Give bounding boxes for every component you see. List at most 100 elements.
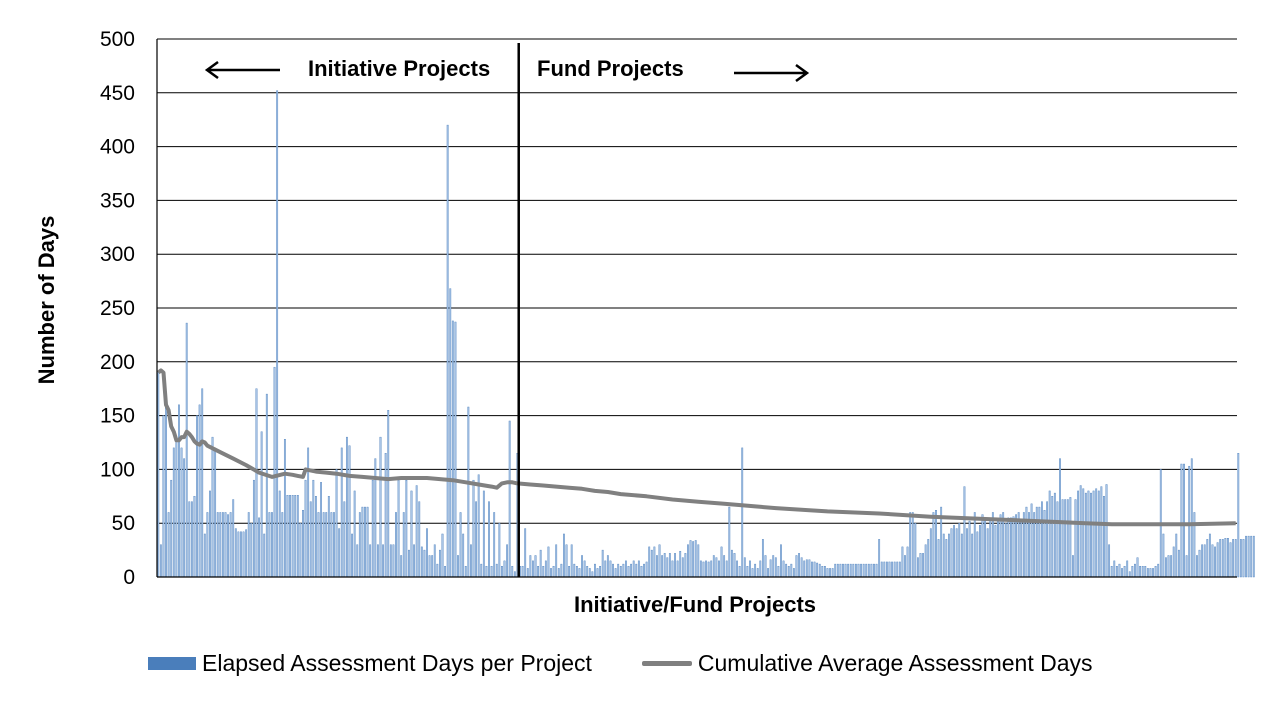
bar (767, 568, 769, 578)
bar (795, 555, 798, 578)
bar (495, 563, 498, 578)
bar (382, 544, 384, 578)
bar (1110, 566, 1113, 578)
bar (1134, 563, 1136, 578)
bar (501, 566, 503, 578)
bar (1056, 501, 1059, 578)
gridlines (157, 38, 1237, 524)
bar (929, 528, 932, 578)
bar (854, 563, 857, 578)
bar (831, 568, 834, 578)
bar (537, 566, 540, 578)
bar (1053, 492, 1056, 578)
bar (493, 512, 496, 578)
bar (402, 512, 405, 578)
bar (1074, 499, 1077, 578)
bar (746, 566, 749, 578)
bar (712, 555, 715, 578)
bar (322, 512, 325, 578)
bar (420, 546, 423, 578)
bar (656, 555, 658, 578)
bar (883, 561, 886, 578)
bar (707, 561, 710, 578)
bar (353, 490, 356, 578)
bar (506, 544, 509, 578)
bar (916, 557, 919, 578)
bar (457, 555, 459, 578)
bar (637, 560, 640, 578)
bar (338, 528, 341, 578)
bar (981, 514, 984, 578)
bar (397, 479, 400, 578)
y-tick-label: 300 (100, 243, 135, 266)
bar (232, 499, 235, 578)
bar (172, 447, 175, 578)
bar (348, 445, 351, 578)
bar (1211, 544, 1214, 578)
bar (823, 566, 826, 578)
annotations: Initiative Projects Fund Projects (204, 56, 810, 83)
bar (1072, 555, 1074, 578)
bar (898, 561, 901, 578)
bar (1183, 463, 1185, 578)
bar (1084, 492, 1087, 578)
bar (780, 544, 782, 578)
bar (594, 563, 596, 578)
bar (705, 560, 707, 578)
bar (723, 555, 726, 578)
bar (392, 544, 395, 578)
bar (250, 523, 253, 578)
bar (650, 549, 653, 578)
bar (1007, 517, 1010, 578)
bar (1077, 490, 1080, 578)
bar (565, 544, 568, 578)
bar (198, 404, 201, 578)
bar (880, 561, 883, 578)
bar (1175, 533, 1178, 578)
bar (914, 523, 917, 578)
bar (470, 544, 472, 578)
bar (1048, 490, 1051, 578)
bar (557, 568, 560, 578)
bar (304, 479, 307, 578)
bar (286, 495, 289, 578)
bar (441, 533, 444, 578)
y-axis-title: Number of Days (34, 216, 59, 385)
bar (960, 533, 963, 578)
bar (893, 561, 896, 578)
bar (875, 563, 878, 578)
bar (1250, 535, 1253, 578)
bar (937, 539, 940, 578)
bar (1059, 458, 1061, 578)
bar (966, 528, 968, 578)
bar (570, 544, 573, 578)
bar (364, 506, 366, 578)
fund-projects-label: Fund Projects (537, 56, 684, 81)
bar (1113, 560, 1116, 578)
bar (320, 482, 322, 578)
bar (787, 566, 790, 578)
bar (1206, 539, 1209, 578)
bar (803, 560, 806, 578)
bar (216, 512, 219, 578)
legend-label-bars: Elapsed Assessment Days per Project (202, 650, 592, 676)
bar (948, 533, 950, 578)
bar (544, 560, 547, 578)
bar (273, 366, 276, 578)
bar (428, 555, 431, 578)
bar (1219, 539, 1222, 578)
y-tick-label: 150 (100, 405, 135, 428)
bar (1247, 535, 1250, 578)
bar (405, 479, 408, 578)
bar (718, 560, 720, 578)
bar (738, 566, 741, 578)
bar (617, 563, 620, 578)
bar (1152, 568, 1154, 578)
bar (188, 501, 191, 578)
bar (449, 288, 452, 578)
legend: Elapsed Assessment Days per Project Cumu… (148, 650, 1143, 677)
bar (1170, 555, 1173, 578)
bar (369, 544, 372, 578)
bar (761, 539, 764, 578)
bar (190, 501, 193, 578)
